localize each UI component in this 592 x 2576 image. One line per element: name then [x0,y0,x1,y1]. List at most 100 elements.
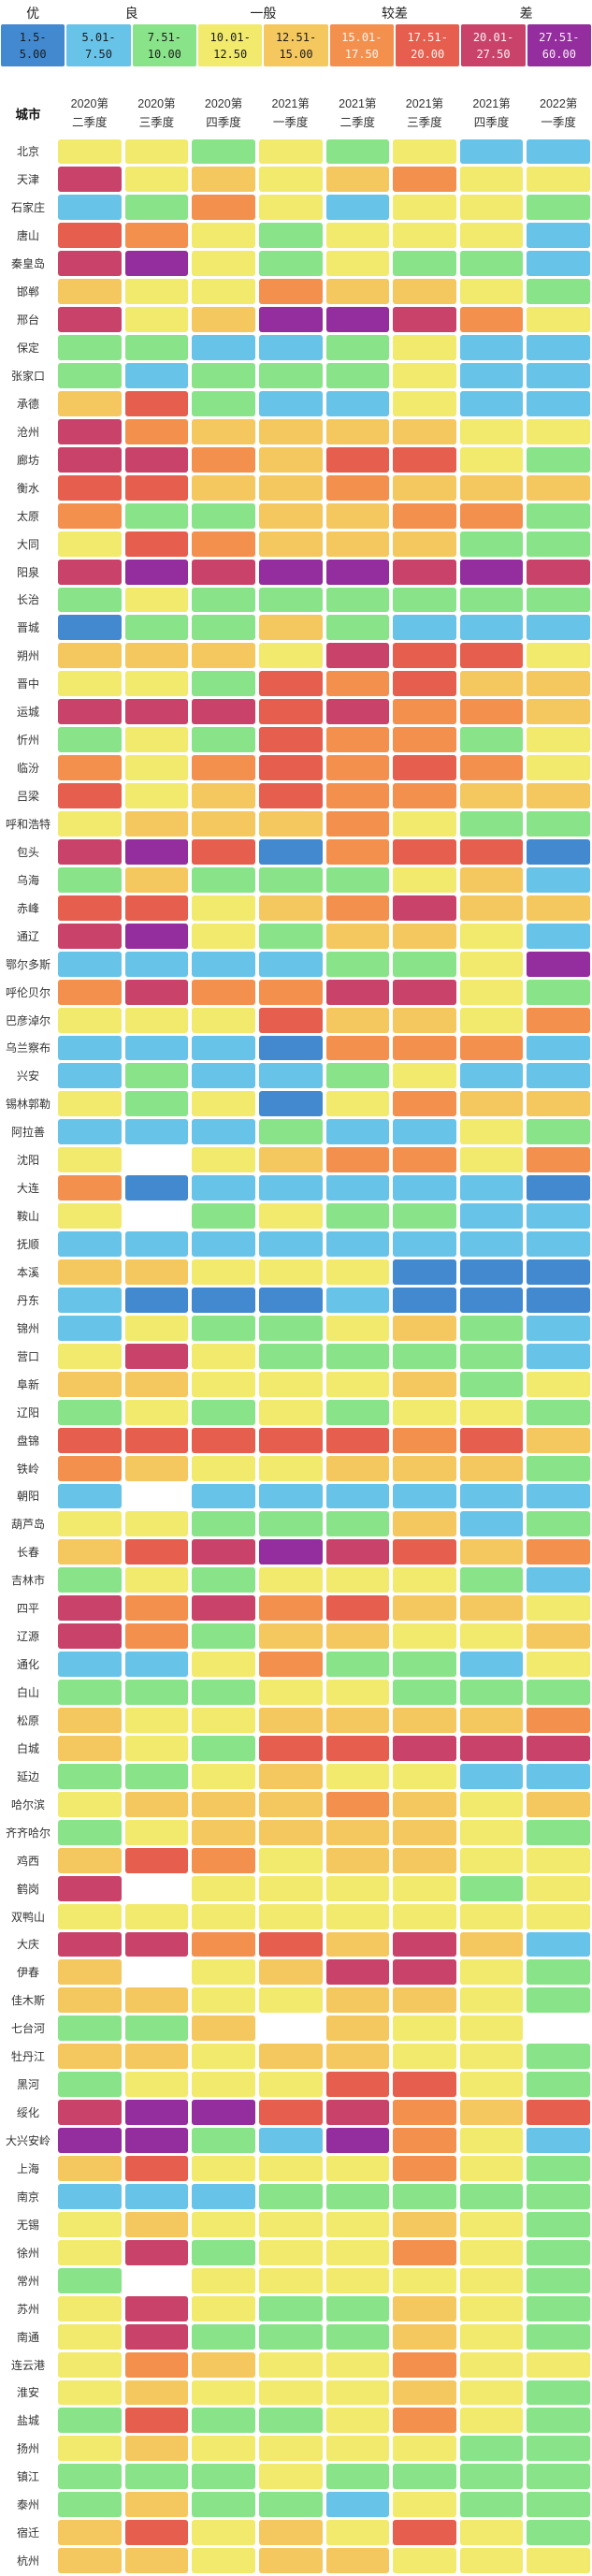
table-row: 宿迁 [0,2519,592,2547]
heatmap-cell [393,643,456,669]
heatmap-cell [124,587,189,613]
heatmap-cell [124,1063,189,1089]
row-label-city: 通化 [16,1658,39,1672]
heatmap-cell [459,1483,524,1509]
heatmap-cell [192,1987,255,2014]
heatmap-cell [58,1819,122,1845]
heatmap-cell [58,2351,122,2378]
heatmap-cell [192,615,255,641]
legend-range-line: 12.51- [275,30,317,44]
heatmap-cell [258,1847,323,1873]
heatmap-cell [325,2072,390,2098]
heatmap-cell [325,2128,390,2153]
heatmap-cell [459,2520,524,2546]
heatmap-cell [325,279,390,305]
heatmap-cell [258,1147,323,1173]
heatmap-cell [124,1483,189,1509]
heatmap-cell [258,1399,323,1425]
heatmap-cell [124,1791,189,1817]
heatmap-cell [459,1343,524,1369]
legend-swatch: 20.01- 27.50 [461,24,526,66]
heatmap-cell [393,1567,456,1594]
heatmap-cell [258,1680,323,1705]
heatmap-cell [124,363,189,388]
heatmap-cell [124,223,189,249]
heatmap-cell [192,2520,255,2546]
table-row: 长春 [0,1538,592,1566]
heatmap-cell [192,1483,255,1509]
heatmap-cell [192,1147,255,1173]
heatmap-cell [393,502,456,529]
heatmap-cell [527,2016,590,2042]
heatmap-cell [58,1763,122,1789]
heatmap-cell [325,2323,390,2350]
heatmap-cell [258,1959,323,1986]
heatmap-cell [527,2156,590,2181]
table-row: 淮安 [0,2379,592,2407]
legend-range-line: 17.51- [407,30,448,44]
heatmap-cell [124,335,189,360]
heatmap-cell [393,418,456,444]
heatmap-cell [58,1091,122,1117]
heatmap-cell [527,727,590,753]
row-label-city: 绥化 [16,2106,39,2120]
table-row: 双鸭山 [0,1902,592,1930]
heatmap-cell [459,1315,524,1341]
row-label-city: 运城 [16,706,39,720]
heatmap-cell [258,390,323,416]
legend-group: 较差 15.01- 17.50 17.51- 20.00 [329,2,461,66]
heatmap-cell [459,2436,524,2462]
heatmap-cell [192,1903,255,1929]
heatmap-cell [527,2072,590,2098]
heatmap-cell [58,2520,122,2546]
heatmap-cell [393,2548,456,2574]
heatmap-cell [527,2211,590,2237]
heatmap-cell [527,838,590,865]
legend-category-label: 一般 [250,6,277,21]
row-label-city: 双鸭山 [10,1910,45,1924]
legend-range-line: 1.5- [19,30,47,44]
heatmap-cell [58,1427,122,1453]
table-row: 阿拉善 [0,1118,592,1146]
heatmap-cell [258,1427,323,1453]
legend-swatch-row: 1.5- 5.00 [0,24,65,66]
heatmap-cell [325,1399,390,1425]
table-row: 承德 [0,389,592,417]
row-label-city: 牡丹江 [10,2050,45,2064]
heatmap-cell [258,727,323,753]
row-label-city: 佳木斯 [10,1994,45,2008]
row-label-city: 延边 [16,1769,39,1783]
heatmap-cell [258,251,323,277]
table-row: 朝阳 [0,1482,592,1510]
heatmap-cell [459,979,524,1005]
heatmap-cell [393,1287,456,1313]
row-label-city: 长春 [16,1546,39,1560]
heatmap-cell [258,279,323,305]
heatmap-cell [58,2492,122,2518]
heatmap-cell [258,2128,323,2153]
heatmap-cell [393,2295,456,2321]
table-row: 丹东 [0,1286,592,1314]
heatmap-cell [459,1203,524,1230]
heatmap-cell [459,1371,524,1397]
heatmap-cell [459,363,524,388]
heatmap-cell [58,643,122,669]
heatmap-cell [192,1708,255,1733]
heatmap-cell [58,2183,122,2209]
row-label-city: 大连 [16,1182,39,1196]
heatmap-cell [124,951,189,977]
table-row: 阳泉 [0,558,592,586]
table-row: 赤峰 [0,894,592,922]
heatmap-cell [459,2351,524,2378]
heatmap-cell [393,2492,456,2518]
heatmap-cell [459,1567,524,1594]
table-row: 吕梁 [0,782,592,810]
heatmap-cell [58,895,122,921]
heatmap-cell [325,1595,390,1622]
heatmap-cell [393,1511,456,1537]
heatmap-cell [527,223,590,249]
row-label-city: 鞍山 [16,1210,39,1224]
heatmap-cell [124,446,189,473]
heatmap-cell [325,1875,390,1901]
heatmap-cell [393,727,456,753]
